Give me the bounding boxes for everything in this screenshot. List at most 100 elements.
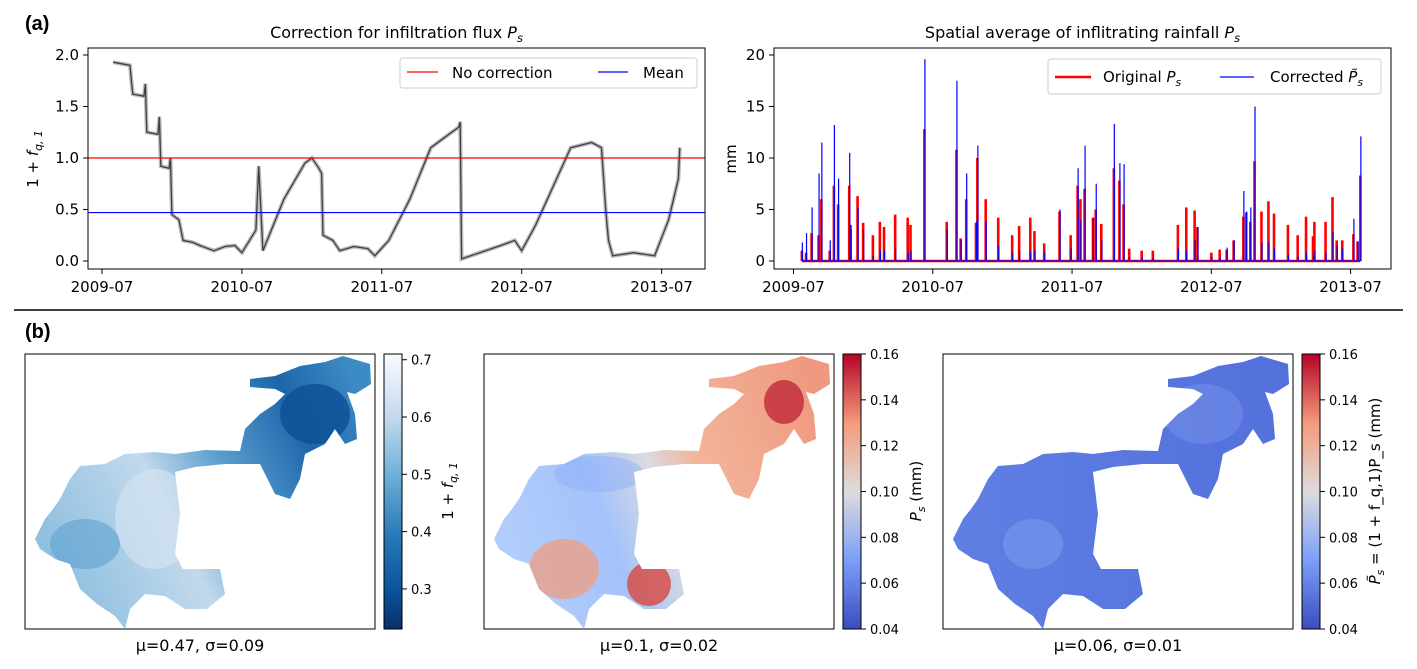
colorbar xyxy=(383,353,403,630)
x-tick-label: 2011-07 xyxy=(1041,278,1104,296)
colorbar-tick-label: 0.06 xyxy=(870,577,899,592)
x-tick-label: 2012-07 xyxy=(1180,278,1243,296)
legend-text: Original xyxy=(1103,68,1166,86)
legend-label-original: Original Ps xyxy=(1103,68,1182,89)
colorbar-tick-label: 0.08 xyxy=(1329,531,1358,546)
x-tick-label: 2011-07 xyxy=(350,278,413,296)
map-stats-caption: μ=0.1, σ=0.02 xyxy=(600,636,718,655)
x-tick-label: 2009-07 xyxy=(762,278,825,296)
colorbar-tick-label: 0.16 xyxy=(870,348,899,363)
title-symbol: P xyxy=(507,23,517,42)
title-subscript: s xyxy=(1234,31,1240,45)
heatmap-patch xyxy=(115,469,195,569)
title-text: Correction for infiltration flux xyxy=(270,23,507,42)
panel-label-a: (a) xyxy=(25,13,49,35)
x-tick-label: 2012-07 xyxy=(490,278,553,296)
y-tick-label: 0.0 xyxy=(55,252,79,270)
legend-label-no-correction: No correction xyxy=(452,64,553,82)
colorbar-label: 1 + fq, 1 xyxy=(439,462,460,520)
colorbar-label: P̃s = (1 + f_q,1)P_s (mm) xyxy=(1365,398,1387,585)
colorbar-tick-label: 0.12 xyxy=(870,440,899,455)
label-subscript: s xyxy=(1374,569,1387,575)
colorbar-tick-label: 0.06 xyxy=(1329,577,1358,592)
colorbar-tick-label: 0.6 xyxy=(411,411,432,426)
label-symbol: P̃ xyxy=(1365,574,1384,584)
colorbar-tick-label: 0.04 xyxy=(870,623,899,638)
label-subscript: s xyxy=(915,506,928,512)
legend: No correction Mean xyxy=(399,57,698,89)
label-suffix: = (1 + f_q,1)P_s (mm) xyxy=(1366,398,1385,570)
legend-box xyxy=(399,57,698,89)
colorbar-tick-label: 0.08 xyxy=(870,531,899,546)
y-tick-label: 5 xyxy=(755,200,765,218)
heatmap-patch xyxy=(529,539,599,599)
label-prefix: 1 + xyxy=(439,488,457,520)
chart-1: 2009-07 2010-07 2011-07 2012-07 2013-07 0 5 10 1… xyxy=(722,23,1392,296)
heatmap-patch xyxy=(764,380,804,424)
map-stats-caption: μ=0.06, σ=0.01 xyxy=(1054,636,1183,655)
chart-title: Spatial average of inflitrating rainfall… xyxy=(925,23,1240,45)
colorbar-tick-label: 0.10 xyxy=(870,486,899,501)
colorbar-tick-label: 0.3 xyxy=(411,583,432,598)
colorbar-tick-label: 0.14 xyxy=(1329,394,1358,409)
label-symbol: f xyxy=(24,148,42,156)
chart-0: 2009-07 2010-07 2011-07 2012-07 2013-07 0.0 0.… xyxy=(24,23,706,296)
x-tick-label: 2010-07 xyxy=(211,278,274,296)
label-suffix: (mm) xyxy=(907,461,925,507)
colorbar-tick-label: 0.10 xyxy=(1329,486,1358,501)
colorbar-tick-label: 0.4 xyxy=(411,526,432,541)
series-band xyxy=(112,60,682,262)
heatmap-patch xyxy=(1003,519,1063,569)
colorbar-tick-label: 0.5 xyxy=(411,468,432,483)
legend-text: Corrected xyxy=(1270,68,1348,86)
y-tick-label: 10 xyxy=(746,149,765,167)
y-tick-label: 15 xyxy=(746,97,765,115)
label-subscript: q, 1 xyxy=(447,462,460,483)
panel-label-b: (b) xyxy=(25,321,51,343)
series-line-correction xyxy=(113,61,681,260)
legend-subscript: s xyxy=(1176,76,1182,89)
colorbar xyxy=(1301,353,1321,630)
title-text: Spatial average of inflitrating rainfall xyxy=(925,23,1225,42)
chart-title: Correction for infiltration flux Ps xyxy=(270,23,523,45)
heatmap-patch xyxy=(554,456,644,492)
legend-symbol: P̃ xyxy=(1348,67,1358,86)
map-stats-caption: μ=0.47, σ=0.09 xyxy=(136,636,265,655)
title-symbol: P xyxy=(1224,23,1234,42)
heatmap-patch xyxy=(280,384,350,444)
label-subscript: q, 1 xyxy=(32,130,45,151)
heatmap-patch xyxy=(50,519,120,569)
y-tick-label: 20 xyxy=(746,46,765,64)
x-tick-label: 2009-07 xyxy=(71,278,134,296)
colorbar-tick-label: 0.14 xyxy=(870,394,899,409)
heatmap-patch xyxy=(627,562,671,606)
y-tick-label: 1.5 xyxy=(55,97,79,115)
legend-symbol: P xyxy=(1166,68,1176,86)
legend-label-corrected: Corrected P̃s xyxy=(1270,67,1363,89)
label-symbol: f xyxy=(439,480,457,488)
y-axis-label: 1 + fq, 1 xyxy=(24,130,45,188)
title-subscript: s xyxy=(517,31,523,45)
label-symbol: P xyxy=(907,511,925,521)
colorbar-tick-label: 0.7 xyxy=(411,354,432,369)
y-tick-label: 1.0 xyxy=(55,149,79,167)
colorbar-tick-label: 0.12 xyxy=(1329,440,1358,455)
axes-frame xyxy=(773,47,1392,270)
colorbar-label: Ps (mm) xyxy=(907,461,928,521)
y-tick-label: 0.5 xyxy=(55,200,79,218)
colorbar-tick-label: 0.16 xyxy=(1329,348,1358,363)
x-tick-label: 2013-07 xyxy=(630,278,693,296)
colorbar-tick-label: 0.04 xyxy=(1329,623,1358,638)
axes-frame xyxy=(87,47,706,270)
y-axis-label: mm xyxy=(722,144,740,173)
x-tick-label: 2010-07 xyxy=(901,278,964,296)
x-tick-label: 2013-07 xyxy=(1319,278,1382,296)
label-prefix: 1 + xyxy=(24,156,42,188)
y-tick-label: 2.0 xyxy=(55,46,79,64)
colorbar xyxy=(842,353,862,630)
legend: Original Ps Corrected P̃s xyxy=(1047,58,1382,95)
y-tick-label: 0 xyxy=(755,252,765,270)
map-panel-2: μ=0.1, σ=0.02 0.04 0.06 0.08 0.10 0.12 0.14 0.1… xyxy=(483,348,928,655)
legend-label-mean: Mean xyxy=(643,64,684,82)
